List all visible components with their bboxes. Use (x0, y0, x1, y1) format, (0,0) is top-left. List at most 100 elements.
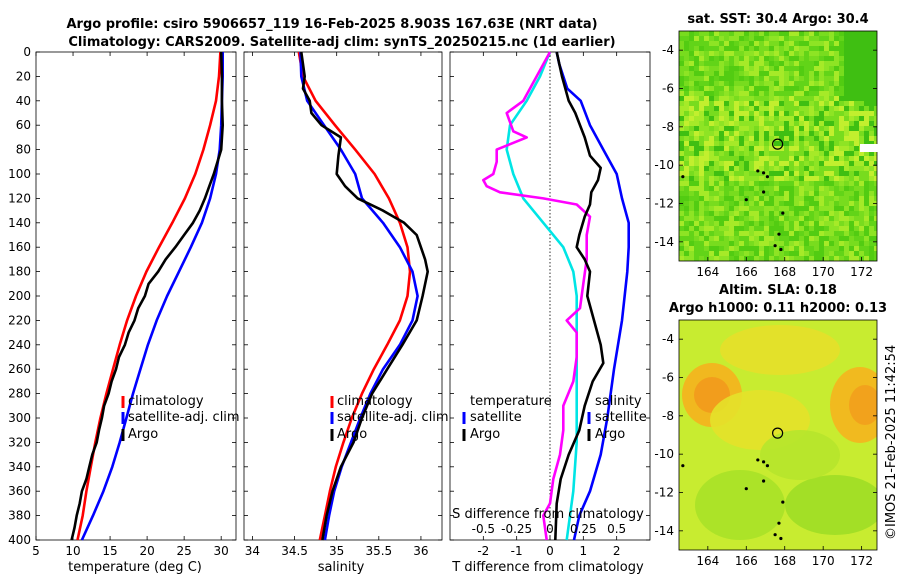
sst-cell (784, 146, 790, 152)
sst-cell (874, 111, 877, 117)
sst-cell (694, 211, 700, 217)
sst-cell (834, 66, 840, 72)
sst-cell (824, 196, 830, 202)
sst-cell (754, 56, 760, 62)
sst-cell (729, 36, 735, 42)
sst-cell (814, 241, 820, 247)
sst-cell (754, 151, 760, 157)
sst-cell (769, 126, 775, 132)
sst-cell (809, 206, 815, 212)
sst-cell (679, 251, 685, 257)
sst-cell (824, 161, 830, 167)
sst-cell (839, 201, 845, 207)
sst-cell (819, 171, 825, 177)
sst-cell (829, 111, 835, 117)
sst-cell (729, 131, 735, 137)
sst-cell (824, 51, 830, 57)
series-line-satellite-adj-clim (299, 51, 419, 541)
sst-cell (724, 146, 730, 152)
sst-cell (764, 201, 770, 207)
sst-cell (764, 121, 770, 127)
map-y-tick-label: -4 (662, 43, 674, 57)
sla-blob (760, 430, 840, 480)
sst-cell (804, 71, 810, 77)
sst-cell (864, 231, 870, 237)
sst-cell (694, 46, 700, 52)
sst-cell (809, 136, 815, 142)
map-x-tick-label: 166 (735, 554, 758, 568)
sst-cell (824, 136, 830, 142)
sst-cell (734, 161, 740, 167)
sst-cell (704, 141, 710, 147)
sst-cell (759, 101, 765, 107)
sst-cell (794, 116, 800, 122)
sst-cell (799, 41, 805, 47)
sst-cell (694, 161, 700, 167)
sst-cell (744, 191, 750, 197)
sst-cell (819, 86, 825, 92)
map-x-tick-label: 172 (850, 554, 873, 568)
sst-cell (774, 241, 780, 247)
sst-cell (794, 151, 800, 157)
sst-cell (874, 176, 877, 182)
sst-cell (849, 46, 855, 52)
sst-cell (709, 161, 715, 167)
sst-cell (724, 126, 730, 132)
sst-cell (699, 156, 705, 162)
sst-cell (819, 166, 825, 172)
sst-cell (789, 216, 795, 222)
sst-cell (714, 56, 720, 62)
sst-cell (724, 246, 730, 252)
sst-cell (684, 106, 690, 112)
sst-cell (779, 56, 785, 62)
sst-cell (744, 206, 750, 212)
sst-cell (794, 226, 800, 232)
sst-cell (704, 101, 710, 107)
sst-cell (814, 216, 820, 222)
sst-cell (694, 56, 700, 62)
sst-cell (714, 191, 720, 197)
map-x-tick-label: 170 (812, 265, 835, 279)
sst-cell (759, 146, 765, 152)
sst-cell (844, 146, 850, 152)
sst-cell (769, 161, 775, 167)
sst-cell (754, 226, 760, 232)
sst-cell (824, 96, 830, 102)
sst-cell (739, 226, 745, 232)
sst-cell (789, 226, 795, 232)
sst-cell (724, 211, 730, 217)
sst-cell (849, 151, 855, 157)
sst-cell (689, 71, 695, 77)
sst-cell (809, 256, 815, 261)
sst-cell (819, 61, 825, 67)
map-x-tick-label: 170 (812, 554, 835, 568)
sst-cell (699, 56, 705, 62)
island (773, 533, 777, 537)
sst-cell (714, 186, 720, 192)
argo-position-marker (772, 427, 784, 439)
sst-cell (744, 111, 750, 117)
sst-cell (744, 131, 750, 137)
sst-cell (744, 101, 750, 107)
sst-cell (754, 256, 760, 261)
sst-cell (729, 206, 735, 212)
sst-cell (804, 186, 810, 192)
depth-tick-label: 360 (8, 484, 31, 498)
sst-cell (819, 236, 825, 242)
sst-cell (849, 141, 855, 147)
sst-cell (799, 181, 805, 187)
sst-cell (714, 146, 720, 152)
sst-cell (844, 36, 850, 42)
sst-cell (809, 171, 815, 177)
sst-cell (764, 136, 770, 142)
sst-cell (729, 76, 735, 82)
island (761, 479, 766, 483)
sst-cell (739, 121, 745, 127)
sst-cell (864, 51, 870, 57)
sst-cell (819, 186, 825, 192)
sst-cell (709, 136, 715, 142)
temperature-lines (70, 51, 224, 541)
sst-cell (809, 121, 815, 127)
sst-cell (764, 206, 770, 212)
sst-cell (764, 91, 770, 97)
